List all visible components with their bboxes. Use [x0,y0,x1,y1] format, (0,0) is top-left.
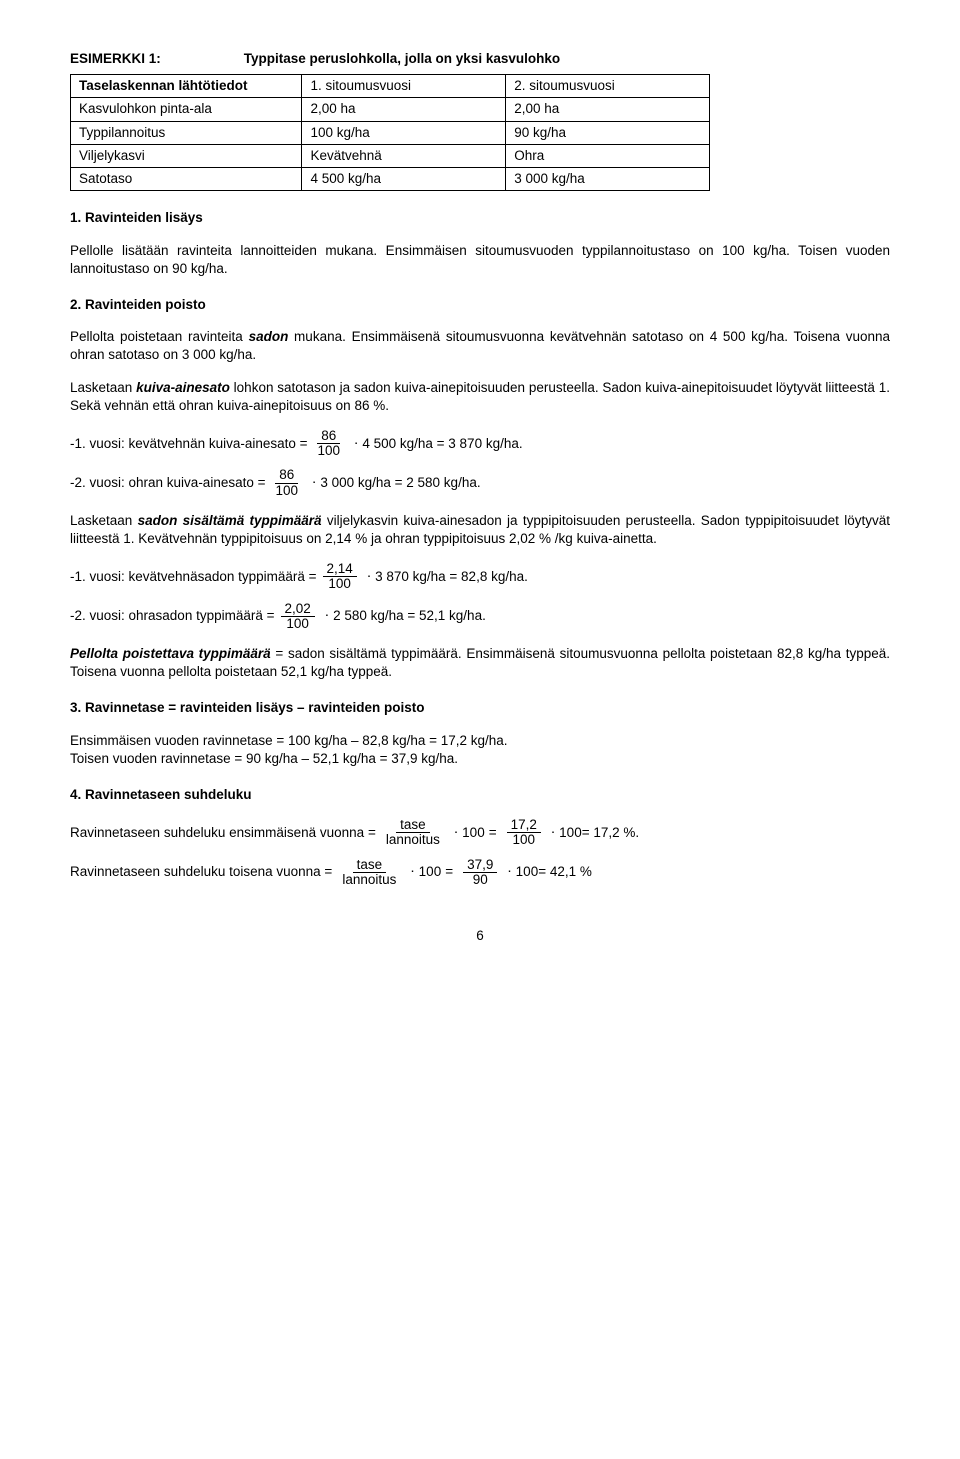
text: 100 [419,863,442,881]
section-2-paragraph-4: Pellolta poistettava typpimäärä = sadon … [70,645,890,681]
calc-prefix: -2. vuosi: ohrasadon typpimäärä = [70,607,275,625]
calc-suffix: 3 870 kg/ha = 82,8 kg/ha. [375,568,528,586]
table-row: Kasvulohkon pinta-ala 2,00 ha 2,00 ha [71,98,710,121]
cell: 1. sitoumusvuosi [302,75,506,98]
numerator: 2,14 [323,562,357,577]
calc-line-5: Ravinnetaseen suhdeluku ensimmäisenä vuo… [70,818,890,847]
multiply-dot-icon: ⋅ [507,863,511,881]
cell: 4 500 kg/ha [302,168,506,191]
calc-suffix: = 42,1 % [538,863,592,881]
cell: 2,00 ha [302,98,506,121]
denominator: 100 [324,577,355,591]
cell: Taselaskennan lähtötiedot [71,75,302,98]
page-number: 6 [70,927,890,945]
section-4-heading: 4. Ravinnetaseen suhdeluku [70,786,890,804]
cell: 90 kg/ha [506,121,710,144]
calc-suffix: 3 000 kg/ha = 2 580 kg/ha. [320,474,480,492]
section-3-line-2: Toisen vuoden ravinnetase = 90 kg/ha – 5… [70,750,890,768]
section-3-line-1: Ensimmäisen vuoden ravinnetase = 100 kg/… [70,732,890,750]
calc-prefix: Ravinnetaseen suhdeluku toisena vuonna = [70,863,332,881]
text: 100 [516,863,539,881]
calc-suffix: 2 580 kg/ha = 52,1 kg/ha. [333,607,486,625]
numerator: tase [396,818,430,833]
document-title: ESIMERKKI 1: Typpitase peruslohkolla, jo… [70,50,890,68]
fraction: 17,2 100 [507,818,541,847]
denominator: 100 [272,484,303,498]
table-row: Typpilannoitus 100 kg/ha 90 kg/ha [71,121,710,144]
cell: 3 000 kg/ha [506,168,710,191]
fraction: 86 100 [314,429,345,458]
cell: Typpilannoitus [71,121,302,144]
emphasis: Pellolta poistettava typpimäärä [70,646,271,661]
multiply-dot-icon: ⋅ [551,824,555,842]
multiply-dot-icon: ⋅ [312,474,316,492]
example-label: ESIMERKKI 1: [70,50,240,68]
numerator: 37,9 [463,858,497,873]
cell: Satotaso [71,168,302,191]
section-2-paragraph-3: Lasketaan sadon sisältämä typpimäärä vil… [70,512,890,548]
emphasis: kuiva-ainesato [136,380,230,395]
multiply-dot-icon: ⋅ [454,824,458,842]
denominator: 90 [469,873,492,887]
numerator: 17,2 [507,818,541,833]
denominator: 100 [314,444,345,458]
emphasis: sadon sisältämä typpimäärä [138,513,322,528]
table-row: Taselaskennan lähtötiedot 1. sitoumusvuo… [71,75,710,98]
fraction: 86 100 [272,468,303,497]
numerator: 2,02 [281,602,315,617]
section-2-paragraph-1: Pellolta poistetaan ravinteita sadon muk… [70,328,890,364]
denominator: 100 [508,833,539,847]
emphasis: sadon [249,329,289,344]
text: 100 [462,824,485,842]
denominator: lannoitus [382,833,444,847]
cell: Kevätvehnä [302,144,506,167]
text: Pellolta poistetaan ravinteita [70,329,249,344]
calc-prefix: Ravinnetaseen suhdeluku ensimmäisenä vuo… [70,824,376,842]
calc-line-3: -1. vuosi: kevätvehnäsadon typpimäärä = … [70,562,890,591]
text: 100 [559,824,582,842]
numerator: 86 [275,468,298,483]
section-2-heading: 2. Ravinteiden poisto [70,296,890,314]
section-1-heading: 1. Ravinteiden lisäys [70,209,890,227]
fraction: 37,9 90 [463,858,497,887]
multiply-dot-icon: ⋅ [367,568,371,586]
calc-line-2: -2. vuosi: ohran kuiva-ainesato = 86 100… [70,468,890,497]
calc-line-4: -2. vuosi: ohrasadon typpimäärä = 2,02 1… [70,602,890,631]
calc-suffix: = 17,2 %. [582,824,639,842]
cell: 2. sitoumusvuosi [506,75,710,98]
fraction: 2,14 100 [323,562,357,591]
fraction: tase lannoitus [338,858,400,887]
table-row: Viljelykasvi Kevätvehnä Ohra [71,144,710,167]
cell: 2,00 ha [506,98,710,121]
cell: 100 kg/ha [302,121,506,144]
calc-line-6: Ravinnetaseen suhdeluku toisena vuonna =… [70,858,890,887]
equals: = [445,863,453,881]
table-row: Satotaso 4 500 kg/ha 3 000 kg/ha [71,168,710,191]
input-data-table: Taselaskennan lähtötiedot 1. sitoumusvuo… [70,74,710,191]
fraction: tase lannoitus [382,818,444,847]
cell: Kasvulohkon pinta-ala [71,98,302,121]
section-3-heading: 3. Ravinnetase = ravinteiden lisäys – ra… [70,699,890,717]
calc-prefix: -2. vuosi: ohran kuiva-ainesato = [70,474,266,492]
calc-prefix: -1. vuosi: kevätvehnän kuiva-ainesato = [70,435,308,453]
numerator: 86 [317,429,340,444]
multiply-dot-icon: ⋅ [325,607,329,625]
denominator: lannoitus [338,873,400,887]
text: Lasketaan [70,380,136,395]
multiply-dot-icon: ⋅ [410,863,414,881]
section-1-paragraph: Pellolle lisätään ravinteita lannoitteid… [70,242,890,278]
calc-suffix: 4 500 kg/ha = 3 870 kg/ha. [362,435,522,453]
cell: Ohra [506,144,710,167]
calc-prefix: -1. vuosi: kevätvehnäsadon typpimäärä = [70,568,317,586]
text: Lasketaan [70,513,138,528]
denominator: 100 [282,617,313,631]
equals: = [489,824,497,842]
fraction: 2,02 100 [281,602,315,631]
numerator: tase [353,858,387,873]
multiply-dot-icon: ⋅ [354,435,358,453]
cell: Viljelykasvi [71,144,302,167]
section-2-paragraph-2: Lasketaan kuiva-ainesato lohkon satotaso… [70,379,890,415]
example-text: Typpitase peruslohkolla, jolla on yksi k… [244,51,560,66]
calc-line-1: -1. vuosi: kevätvehnän kuiva-ainesato = … [70,429,890,458]
